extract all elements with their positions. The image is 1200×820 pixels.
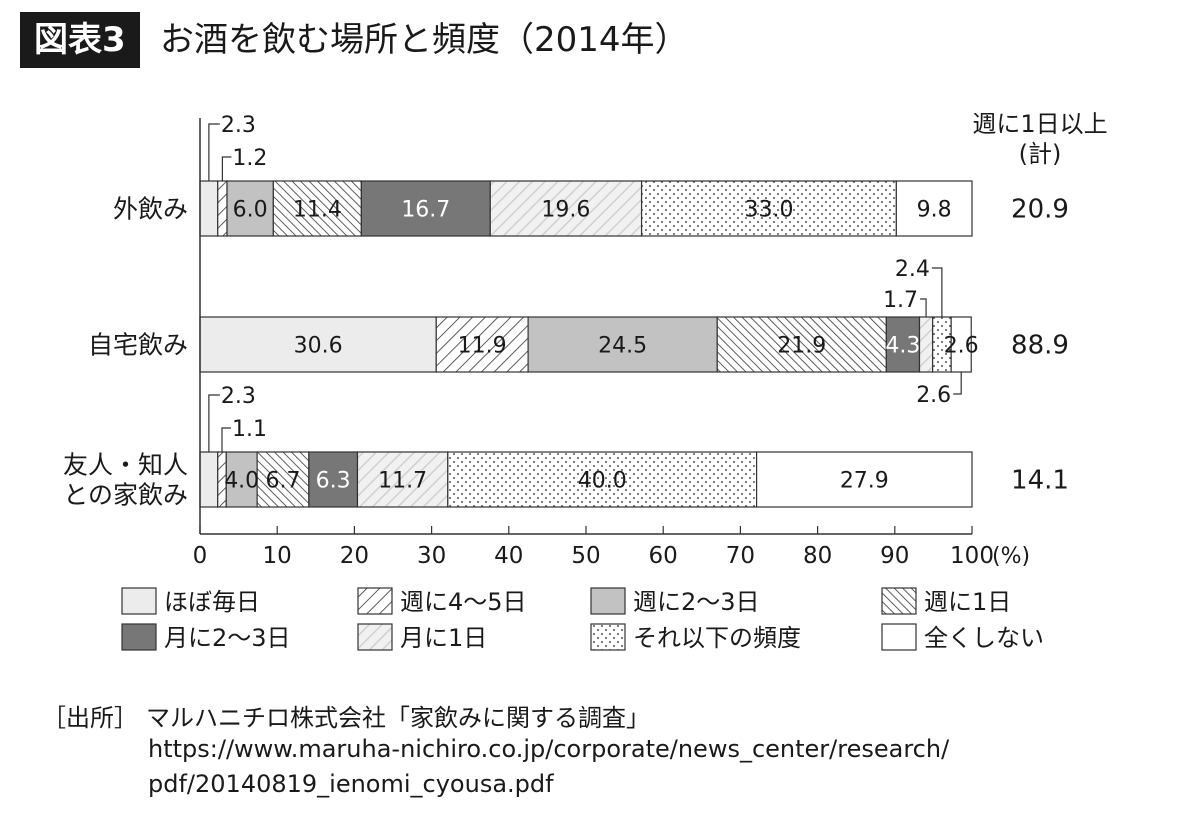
x-tick-label: 30 <box>417 543 446 569</box>
callout-line-1-1 <box>208 123 220 181</box>
bar-segment-2-6 <box>918 316 934 373</box>
value-label-2-8: 2.6 <box>944 334 979 359</box>
category-label-2: 自宅飲み <box>88 331 188 360</box>
bar-segment-2-2 <box>435 316 529 373</box>
value-label-3-8: 27.9 <box>840 469 889 494</box>
value-label-3-4: 6.7 <box>265 469 300 494</box>
callout-line-1-2 <box>221 156 232 181</box>
figure-title: お酒を飲む場所と頻度（2014年） <box>160 20 689 60</box>
bar-segment-2-5 <box>885 316 921 373</box>
source-url-line2: pdf/20140819_ienomi_cyousa.pdf <box>148 770 554 798</box>
x-tick-label: 60 <box>649 543 678 569</box>
value-label-2-7: 2.4 <box>895 257 930 282</box>
legend-label-8: 全くしない <box>924 624 1044 652</box>
legend-swatch-8 <box>881 623 917 651</box>
legend-label-7: それ以下の頻度 <box>633 624 801 652</box>
bar-segment-1-5 <box>360 180 491 237</box>
x-tick-label: 20 <box>340 543 369 569</box>
legend-label-5: 月に2〜3日 <box>164 624 291 652</box>
right-header-line1: 週に1日以上 <box>972 110 1107 138</box>
category-label-3: との家飲み <box>63 481 188 510</box>
figure-badge: 図表3 <box>20 12 140 68</box>
x-tick-label: 50 <box>571 543 600 569</box>
total-value-1: 20.9 <box>1011 195 1069 225</box>
legend-swatch-5 <box>121 623 157 651</box>
value-label-3-2: 1.1 <box>232 417 267 442</box>
source-label: ［出所］ <box>42 704 138 732</box>
value-label-3-3: 4.0 <box>224 469 259 494</box>
value-label-1-8: 9.8 <box>917 198 952 223</box>
category-label-1: 外飲み <box>113 195 188 224</box>
x-tick-label: 40 <box>494 543 523 569</box>
bar-segment-2-3 <box>527 316 718 373</box>
total-value-2: 88.9 <box>1011 331 1069 361</box>
value-label-2-2: 11.9 <box>458 334 507 359</box>
legend-swatch-4 <box>881 587 917 615</box>
bar-segment-3-4 <box>256 451 310 508</box>
category-label-3: 友人・知人 <box>63 451 188 480</box>
bar-segment-2-4 <box>716 316 887 373</box>
callout-line-2-6 <box>920 298 927 317</box>
right-header-line2: (計) <box>1019 140 1062 168</box>
value-label-2-4: 21.9 <box>777 334 826 359</box>
value-label-1-5: 16.7 <box>401 198 450 223</box>
source-url-line1: https://www.maruha-nichiro.co.jp/corpora… <box>148 735 950 763</box>
bar-segment-2-1 <box>199 316 437 373</box>
value-label-3-5: 6.3 <box>316 469 351 494</box>
value-label-1-7: 33.0 <box>744 198 793 223</box>
value-label-2-6: 1.7 <box>883 288 918 313</box>
bar-segment-3-8 <box>756 451 973 508</box>
bar-segment-1-4 <box>272 180 362 237</box>
value-label-2-3: 24.5 <box>598 334 647 359</box>
value-label-1-2: 1.2 <box>232 146 267 171</box>
bar-segment-1-6 <box>489 180 643 237</box>
value-label-1-4: 11.4 <box>293 198 342 223</box>
value-label-2-1: 30.6 <box>294 334 343 359</box>
legend-label-6: 月に1日 <box>400 624 487 652</box>
x-tick-label: 90 <box>880 543 909 569</box>
legend-label-2: 週に4〜5日 <box>400 588 527 616</box>
value-label-2-8: 2.6 <box>916 383 951 408</box>
legend-swatch-7 <box>590 623 626 651</box>
legend-swatch-2 <box>357 587 393 615</box>
x-tick-label: 70 <box>726 543 755 569</box>
x-tick-label: 0 <box>193 543 208 569</box>
value-label-3-7: 40.0 <box>578 469 627 494</box>
bar-segment-3-6 <box>356 451 449 508</box>
value-label-3-6: 11.7 <box>378 469 427 494</box>
value-label-2-5: 4.3 <box>885 334 920 359</box>
bar-segment-1-8 <box>895 180 973 237</box>
value-label-1-3: 6.0 <box>233 198 268 223</box>
bar-segment-3-1 <box>199 451 219 508</box>
callout-line-2-8 <box>953 372 962 395</box>
legend-swatch-6 <box>357 623 393 651</box>
x-unit-label: (%) <box>992 544 1030 569</box>
x-tick-label: 100 <box>950 543 994 569</box>
legend-swatch-3 <box>590 587 626 615</box>
callout-line-3-2 <box>221 427 232 452</box>
legend-swatch-1 <box>121 587 157 615</box>
value-label-1-6: 19.6 <box>541 198 590 223</box>
source-text: マルハニチロ株式会社「家飲みに関する調査」 <box>146 704 650 732</box>
total-value-3: 14.1 <box>1011 466 1069 496</box>
callout-line-3-1 <box>208 394 220 452</box>
legend-label-4: 週に1日 <box>924 588 1011 616</box>
bar-segment-3-5 <box>308 451 359 508</box>
bar-segment-3-3 <box>225 451 258 508</box>
bar-segment-1-2 <box>217 180 228 237</box>
legend-label-1: ほぼ毎日 <box>164 588 260 616</box>
bar-segment-1-1 <box>199 180 219 237</box>
bar-segment-1-7 <box>640 180 897 237</box>
callout-line-2-7 <box>931 267 943 317</box>
x-tick-label: 10 <box>263 543 292 569</box>
legend-label-3: 週に2〜3日 <box>633 588 760 616</box>
bar-segment-3-7 <box>447 451 758 508</box>
value-label-1-1: 2.3 <box>221 113 256 138</box>
value-label-3-1: 2.3 <box>221 384 256 409</box>
x-tick-label: 80 <box>803 543 832 569</box>
